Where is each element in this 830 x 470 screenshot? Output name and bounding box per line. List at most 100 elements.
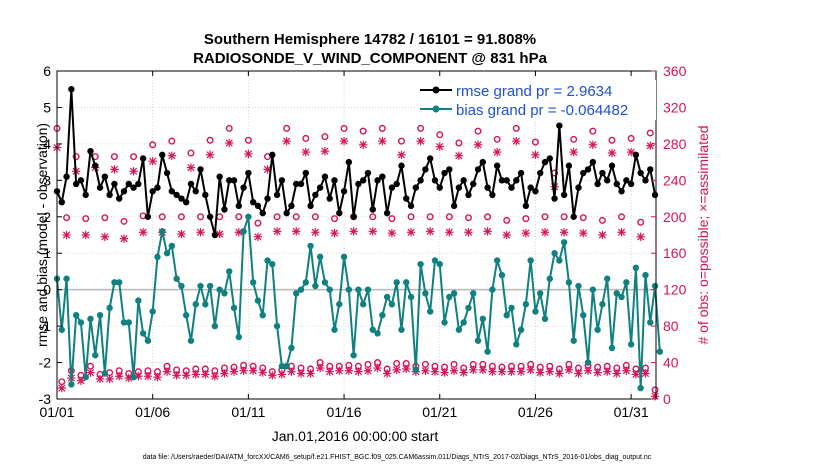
bias-point bbox=[383, 293, 391, 301]
assimilated-obs-marker bbox=[397, 150, 406, 159]
rmse-point bbox=[125, 180, 132, 188]
rmse-point bbox=[474, 166, 482, 173]
rmse-point bbox=[517, 169, 525, 177]
assimilated-obs-marker bbox=[569, 147, 578, 157]
bias-point bbox=[221, 290, 228, 297]
rmse-point bbox=[149, 188, 156, 195]
possible-obs-marker bbox=[235, 213, 243, 221]
possible-obs-marker bbox=[340, 124, 348, 132]
bias-point bbox=[359, 301, 367, 308]
rmse-point bbox=[202, 191, 209, 199]
bias-point bbox=[269, 260, 276, 268]
rmse-point bbox=[144, 213, 152, 220]
rmse-point bbox=[589, 158, 597, 166]
rmse-point bbox=[115, 195, 123, 202]
bias-point bbox=[130, 373, 137, 381]
bias-point bbox=[513, 341, 520, 348]
assimilated-obs-marker bbox=[559, 228, 569, 237]
bias-point bbox=[163, 250, 171, 257]
bias-point bbox=[517, 326, 525, 333]
assimilated-obs-marker bbox=[205, 150, 215, 159]
bias-point bbox=[388, 301, 396, 308]
rmse-point bbox=[379, 173, 386, 180]
assimilated-obs-marker bbox=[531, 150, 540, 159]
assimilated-obs-marker bbox=[186, 163, 196, 172]
bias-point bbox=[120, 319, 128, 326]
bias-point bbox=[293, 290, 300, 297]
rmse-point bbox=[288, 202, 295, 210]
rmse-point bbox=[221, 206, 228, 213]
y-right-tick-label: 240 bbox=[663, 172, 687, 188]
assimilated-obs-marker bbox=[454, 151, 464, 160]
rmse-point bbox=[331, 177, 338, 184]
rmse-point bbox=[316, 184, 324, 191]
y-right-tick-label: 200 bbox=[663, 209, 687, 225]
assimilated-obs-marker bbox=[378, 136, 387, 146]
y-tick-label: -1 bbox=[39, 318, 52, 334]
bias-point bbox=[618, 293, 625, 301]
assimilated-obs-marker bbox=[536, 368, 545, 377]
rmse-point bbox=[623, 177, 630, 184]
possible-obs-marker bbox=[512, 124, 520, 132]
rmse-point bbox=[135, 180, 142, 188]
bias-point bbox=[608, 344, 616, 352]
bias-point bbox=[206, 282, 214, 290]
data-layer bbox=[52, 86, 664, 401]
rmse-point bbox=[455, 184, 463, 191]
y-right-tick-label: 360 bbox=[663, 63, 687, 79]
possible-obs-marker bbox=[570, 135, 578, 143]
bias-point bbox=[149, 308, 156, 315]
bias-point bbox=[154, 253, 161, 261]
bias-point bbox=[125, 319, 132, 326]
possible-obs-marker bbox=[627, 134, 635, 142]
bias-point bbox=[340, 253, 348, 261]
rmse-point bbox=[575, 184, 582, 191]
rmse-point bbox=[187, 180, 195, 188]
bias-point bbox=[594, 326, 601, 333]
rmse-point bbox=[159, 151, 166, 159]
rmse-point bbox=[111, 180, 118, 188]
possible-obs-marker bbox=[474, 127, 482, 135]
possible-obs-marker bbox=[273, 213, 281, 221]
rmse-point bbox=[269, 151, 276, 159]
rmse-point bbox=[168, 188, 176, 195]
possible-obs-marker bbox=[589, 127, 597, 135]
bias-point bbox=[197, 282, 204, 290]
possible-obs-marker bbox=[292, 213, 300, 221]
possible-obs-marker bbox=[378, 124, 386, 132]
rmse-point bbox=[101, 173, 109, 180]
assimilated-obs-marker bbox=[459, 368, 468, 377]
rmse-point bbox=[613, 180, 620, 188]
assimilated-obs-marker bbox=[512, 136, 521, 146]
assimilated-obs-marker bbox=[363, 366, 373, 375]
possible-obs-marker bbox=[283, 124, 291, 132]
bias-point bbox=[369, 326, 376, 333]
rmse-point bbox=[58, 199, 65, 206]
rmse-point bbox=[92, 162, 99, 169]
bias-point bbox=[460, 319, 467, 326]
assimilated-obs-marker bbox=[636, 232, 645, 241]
assimilated-obs-marker bbox=[603, 367, 612, 376]
possible-obs-marker bbox=[455, 139, 463, 147]
possible-obs-marker bbox=[503, 216, 511, 224]
assimilated-obs-marker bbox=[292, 227, 301, 236]
bias-point bbox=[474, 337, 482, 344]
bias-point bbox=[297, 286, 305, 293]
rmse-point bbox=[570, 213, 577, 220]
y-tick-label: -2 bbox=[39, 355, 52, 371]
rmse-point bbox=[259, 209, 266, 217]
assimilated-obs-marker bbox=[239, 366, 248, 375]
assimilated-obs-marker bbox=[598, 230, 607, 240]
rmse-point bbox=[537, 169, 544, 177]
bias-point bbox=[551, 250, 558, 257]
rmse-point bbox=[398, 162, 405, 169]
possible-obs-marker bbox=[158, 213, 166, 221]
rmse-point bbox=[350, 213, 357, 220]
bias-point bbox=[584, 359, 592, 366]
possible-obs-marker bbox=[149, 141, 157, 149]
legend-bias-label: bias grand pr = -0.064482 bbox=[456, 102, 628, 119]
bias-point bbox=[580, 311, 587, 319]
bias-point bbox=[115, 279, 123, 286]
possible-obs-marker bbox=[407, 213, 415, 221]
assimilated-obs-marker bbox=[277, 370, 287, 379]
